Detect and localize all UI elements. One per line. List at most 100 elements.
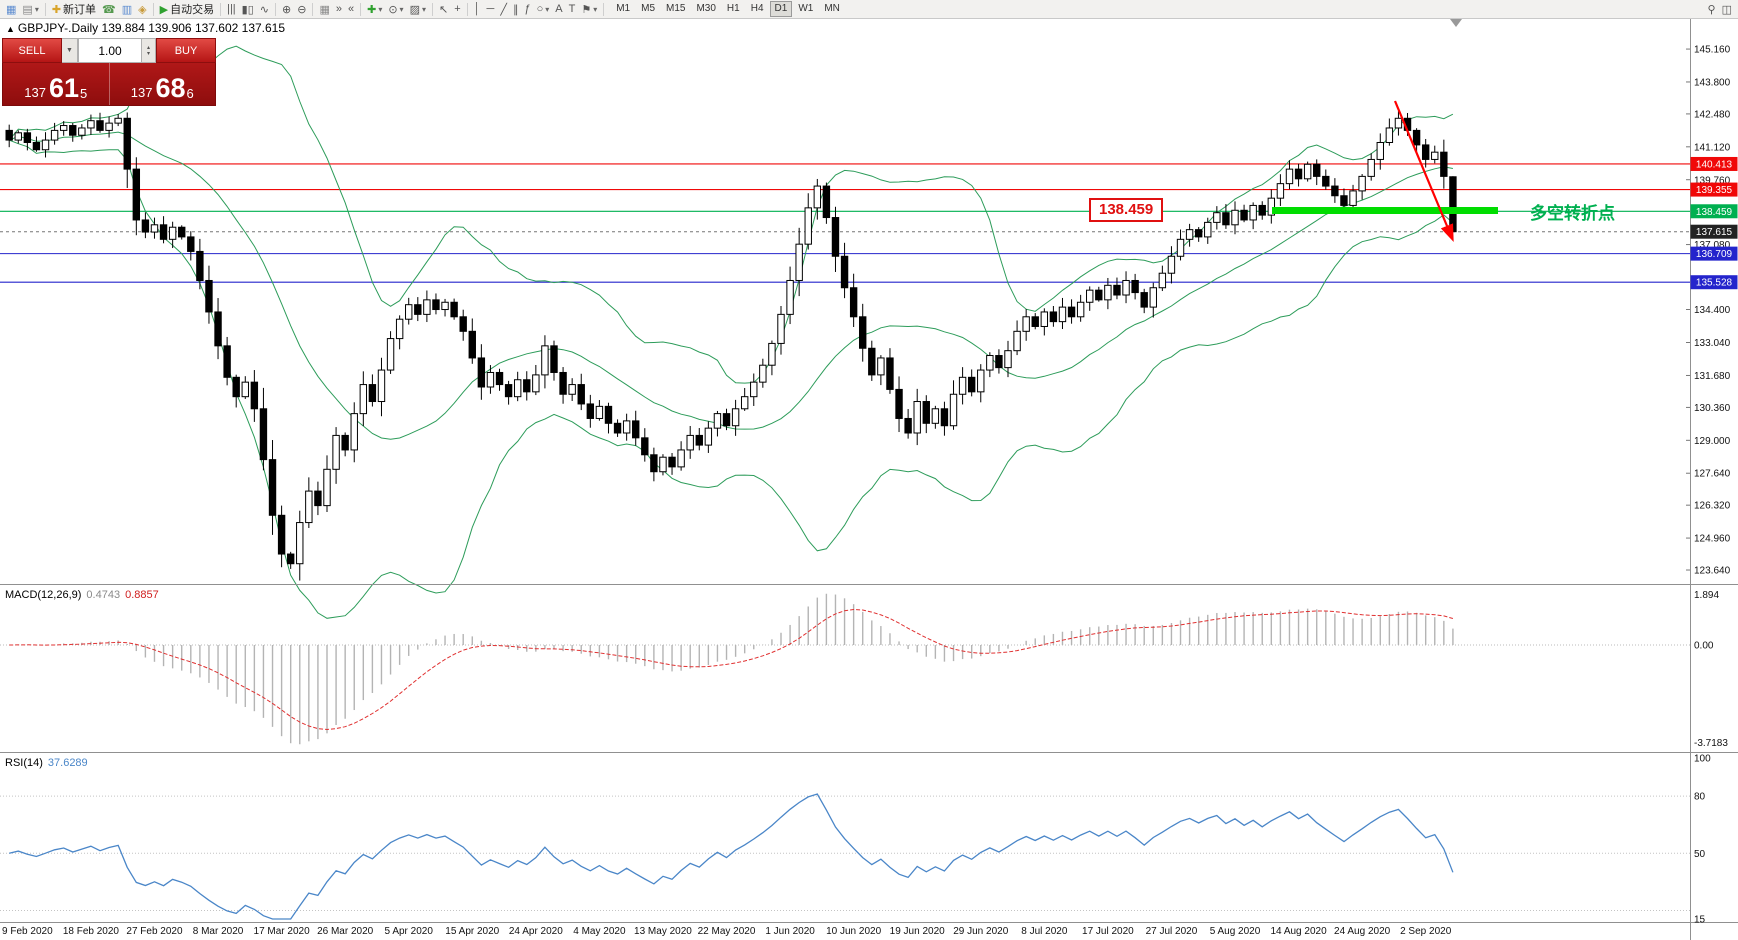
candle-body	[105, 122, 113, 131]
timeframe-w1[interactable]: W1	[798, 3, 814, 14]
candle-body	[895, 388, 903, 419]
dropdown-caret-icon: ▾	[399, 4, 404, 14]
price-tag-135.528	[1690, 275, 1738, 290]
candle-body	[1058, 306, 1067, 323]
price-axis-label: 145.160	[1694, 45, 1731, 56]
sell-price[interactable]: 137 61 5	[3, 63, 110, 105]
candle-body	[477, 357, 486, 388]
support-zone-line[interactable]	[1272, 207, 1498, 214]
depth-of-market-icon: ◫	[1721, 3, 1732, 16]
candle-body	[277, 514, 286, 555]
equidistant-channel-button[interactable]: ∥	[510, 1, 522, 17]
volume-up-icon[interactable]: ▴	[146, 44, 150, 51]
indicators-button[interactable]: ✚ ▾	[364, 1, 385, 17]
candle-body	[423, 299, 431, 315]
candle-body	[1258, 204, 1266, 216]
depth-of-market-button[interactable]: ◫	[1719, 1, 1735, 17]
down-trend-arrow[interactable]	[1393, 100, 1454, 243]
date-axis-label: 17 Mar 2020	[254, 926, 311, 937]
candlestick-chart-button[interactable]: ▮▯	[239, 1, 257, 17]
candle-body	[513, 379, 522, 398]
vertical-line-button[interactable]: │	[471, 1, 484, 17]
notifications-button[interactable]: ☎	[99, 1, 119, 17]
timeframe-m1[interactable]: M1	[616, 3, 631, 14]
candle-body	[1213, 212, 1221, 223]
candle-body	[196, 250, 204, 281]
candle-body	[1022, 316, 1030, 332]
horizontal-line-icon: ─	[486, 3, 495, 15]
zoom-out-button[interactable]: ⊖	[294, 1, 309, 17]
trendline-button[interactable]: ╱	[497, 1, 510, 17]
candle-body	[931, 408, 940, 424]
rsi-name: RSI(14)	[5, 757, 43, 769]
timeframe-m15[interactable]: M15	[666, 3, 686, 14]
zoom-in-button[interactable]: ⊕	[279, 1, 294, 17]
timeframe-m5[interactable]: M5	[641, 3, 656, 14]
cursor-button[interactable]: ↖	[436, 1, 451, 17]
volume-down-icon[interactable]: ▾	[146, 50, 150, 57]
chart-shift-marker-icon[interactable]	[1450, 19, 1462, 27]
candle-body	[1267, 197, 1276, 216]
candle-body	[822, 185, 831, 219]
tile-windows-button[interactable]: ▦	[316, 1, 332, 17]
candle-body	[786, 279, 794, 315]
turning-point-note[interactable]: 多空转折点	[1530, 204, 1615, 223]
sell-button[interactable]: SELL	[2, 38, 62, 63]
dropdown-caret-icon: ▾	[593, 4, 598, 14]
buy-price[interactable]: 137 68 6	[110, 63, 216, 105]
volume-input[interactable]: 1.00	[78, 38, 142, 63]
navigator-button[interactable]: ◈	[135, 1, 149, 17]
arrow-objects-button[interactable]: ⚑ ▾	[578, 1, 600, 17]
new-order-button[interactable]: ✚ 新订单	[49, 1, 99, 17]
auto-scroll-button[interactable]: »	[333, 1, 345, 17]
volume-stepper[interactable]: ▴ ▾	[142, 38, 156, 63]
buy-button[interactable]: BUY	[156, 38, 216, 63]
sell-price-big: 61	[48, 73, 79, 103]
candle-body	[1194, 229, 1203, 238]
candle-body	[232, 376, 240, 398]
chart-shift-button[interactable]: «	[345, 1, 357, 17]
periods-button[interactable]: ⊙ ▾	[385, 1, 406, 17]
quick-search-button[interactable]: ⚲	[1705, 1, 1719, 17]
candle-body	[23, 132, 32, 143]
arrow-objects-icon: ⚑	[581, 3, 592, 16]
candle-body	[1421, 144, 1430, 160]
candle-body	[849, 287, 858, 318]
text-label-button[interactable]: T	[566, 1, 579, 17]
timeframe-h1[interactable]: H1	[726, 3, 740, 14]
autotrading-button[interactable]: ▶ 自动交易	[157, 1, 217, 17]
date-axis-label: 27 Jul 2020	[1146, 926, 1198, 937]
timeframe-m30[interactable]: M30	[696, 3, 716, 14]
candle-body	[913, 401, 921, 434]
bar-chart-button[interactable]: |||	[224, 1, 239, 17]
date-axis-label: 1 Jun 2020	[765, 926, 815, 937]
candle-body	[168, 226, 177, 240]
shapes-button[interactable]: ○ ▾	[534, 1, 553, 17]
timeframe-mn[interactable]: MN	[824, 3, 840, 14]
fibonacci-retracement-button[interactable]: ƒ	[521, 1, 533, 17]
price-tag-text: 136.709	[1696, 249, 1733, 260]
market-watch-button[interactable]: ▥	[119, 1, 135, 17]
new-chart-button[interactable]: ▦	[3, 1, 19, 17]
templates-button[interactable]: ▨ ▾	[407, 1, 429, 17]
candle-body	[141, 219, 150, 233]
candle-body	[1340, 195, 1348, 206]
horizontal-line-button[interactable]: ─	[484, 1, 498, 17]
crosshair-button[interactable]: +	[451, 1, 463, 17]
timeframe-h4[interactable]: H4	[750, 3, 764, 14]
chart-profiles-button[interactable]: ▤ ▾	[19, 1, 41, 17]
date-axis-label: 5 Apr 2020	[385, 926, 434, 937]
price-tag-137.615	[1690, 224, 1738, 239]
candle-body	[1004, 350, 1012, 369]
text-button[interactable]: A	[552, 1, 565, 17]
candle-body	[795, 243, 803, 281]
new-chart-icon: ▦	[6, 3, 17, 16]
order-type-dropdown[interactable]: ▼	[62, 38, 78, 63]
price-annotation-138459[interactable]: 138.459	[1089, 198, 1164, 222]
rsi-line	[9, 793, 1454, 920]
candle-body	[904, 417, 912, 434]
candle-body	[1149, 287, 1157, 308]
zoom-in-icon: ⊕	[282, 3, 292, 16]
line-chart-button[interactable]: ∿	[257, 1, 272, 17]
timeframe-d1[interactable]: D1	[769, 1, 793, 17]
